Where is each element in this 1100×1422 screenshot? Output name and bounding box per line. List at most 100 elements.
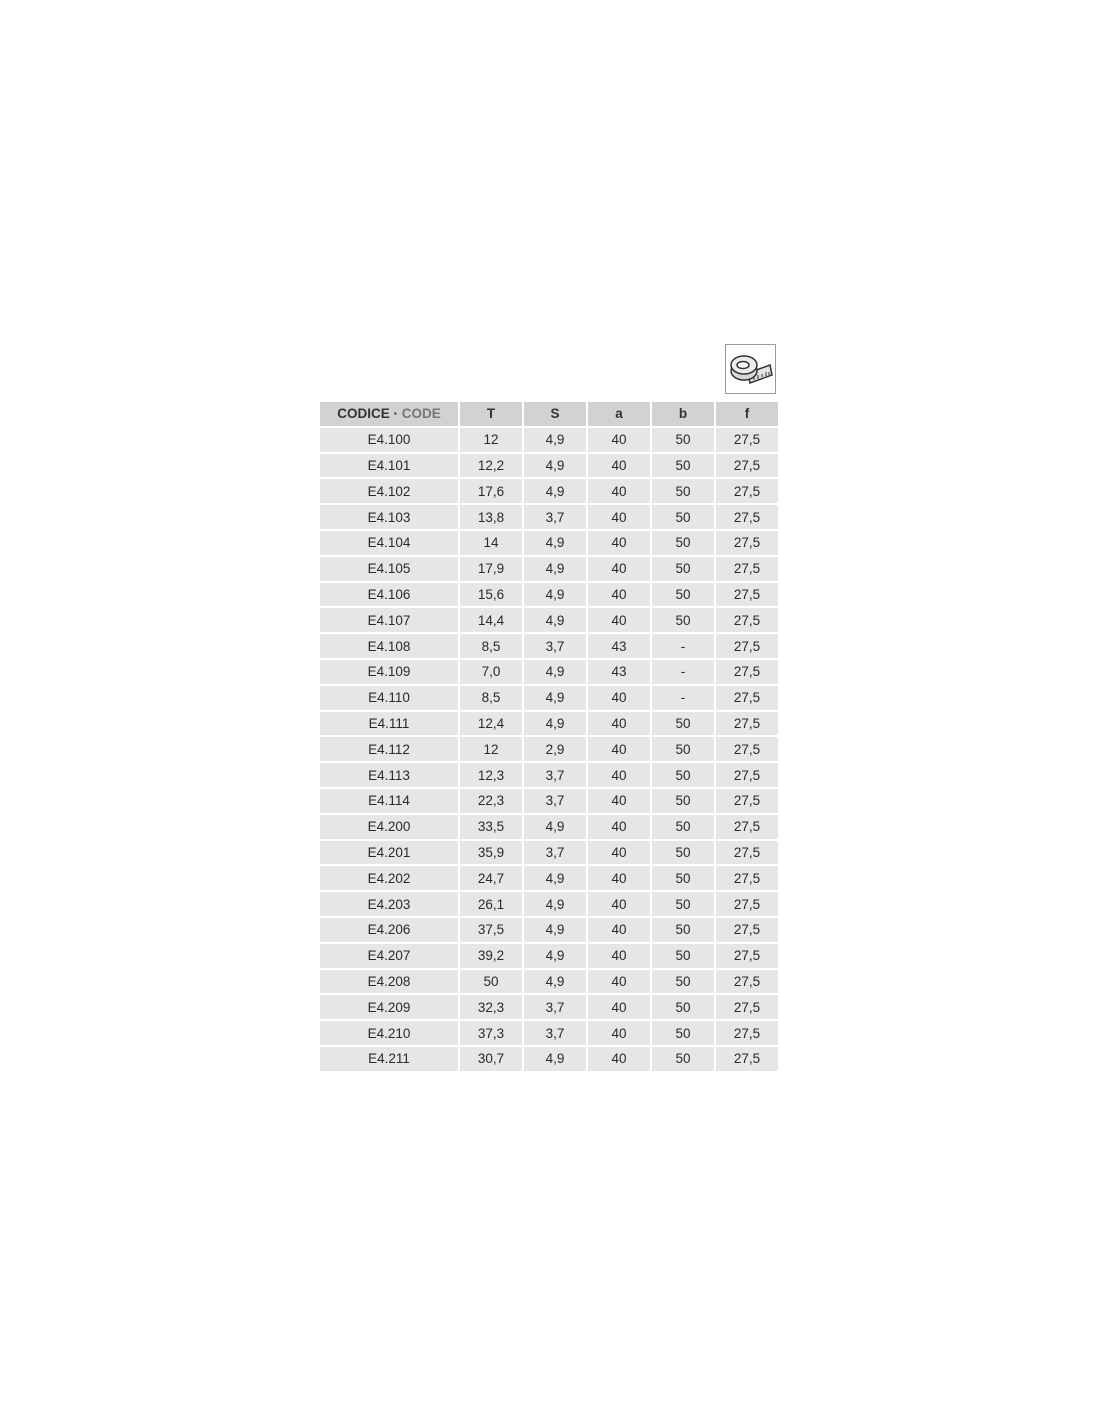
cell-b: 50 (652, 866, 714, 891)
cell-b: 50 (652, 556, 714, 581)
cell-b: 50 (652, 995, 714, 1020)
cell-T: 12 (460, 427, 522, 452)
table-row: E4.100 12 4,9 40 50 27,5 (320, 427, 778, 452)
header-f: f (716, 402, 778, 426)
cell-a: 40 (588, 814, 650, 839)
header-row: CODICE · CODE T S a b f (320, 402, 778, 426)
cell-code: E4.110 (320, 685, 458, 710)
cell-b: 50 (652, 479, 714, 504)
cell-a: 40 (588, 685, 650, 710)
cell-S: 2,9 (524, 737, 586, 762)
cell-b: 50 (652, 1046, 714, 1071)
cell-a: 40 (588, 608, 650, 633)
cell-S: 4,9 (524, 453, 586, 478)
cell-T: 7,0 (460, 659, 522, 684)
cell-f: 27,5 (716, 505, 778, 529)
cell-a: 40 (588, 840, 650, 865)
cell-code: E4.206 (320, 917, 458, 942)
cell-S: 4,9 (524, 866, 586, 891)
table-row: E4.206 37,5 4,9 40 50 27,5 (320, 917, 778, 942)
cell-f: 27,5 (716, 763, 778, 787)
cell-T: 12,4 (460, 711, 522, 736)
cell-S: 4,9 (524, 530, 586, 555)
table-body: E4.100 12 4,9 40 50 27,5 E4.101 12,2 4,9 40 50 27,5… (320, 427, 778, 1071)
cell-b: 50 (652, 943, 714, 968)
cell-b: 50 (652, 969, 714, 994)
cell-b: 50 (652, 530, 714, 555)
table-row: E4.103 13,8 3,7 40 50 27,5 (320, 505, 778, 529)
cell-S: 4,9 (524, 479, 586, 504)
cell-S: 3,7 (524, 634, 586, 658)
cell-a: 40 (588, 969, 650, 994)
cell-a: 40 (588, 479, 650, 504)
cell-T: 22,3 (460, 788, 522, 813)
cell-b: 50 (652, 814, 714, 839)
cell-b: 50 (652, 840, 714, 865)
cell-code: E4.209 (320, 995, 458, 1020)
cell-f: 27,5 (716, 737, 778, 762)
cell-S: 4,9 (524, 427, 586, 452)
cell-T: 24,7 (460, 866, 522, 891)
cell-f: 27,5 (716, 479, 778, 504)
table-row: E4.101 12,2 4,9 40 50 27,5 (320, 453, 778, 478)
table-row: E4.109 7,0 4,9 43-27,5 (320, 659, 778, 684)
cell-f: 27,5 (716, 453, 778, 478)
cell-code: E4.202 (320, 866, 458, 891)
cell-a: 40 (588, 917, 650, 942)
cell-b: - (652, 685, 714, 710)
cell-T: 12 (460, 737, 522, 762)
cell-code: E4.100 (320, 427, 458, 452)
cell-T: 15,6 (460, 582, 522, 607)
header-a: a (588, 402, 650, 426)
cell-code: E4.114 (320, 788, 458, 813)
cell-T: 32,3 (460, 995, 522, 1020)
cell-code: E4.208 (320, 969, 458, 994)
cell-f: 27,5 (716, 634, 778, 658)
cell-code: E4.112 (320, 737, 458, 762)
cell-code: E4.108 (320, 634, 458, 658)
cell-f: 27,5 (716, 943, 778, 968)
table-row: E4.202 24,7 4,9 40 50 27,5 (320, 866, 778, 891)
cell-S: 4,9 (524, 917, 586, 942)
header-code-it: CODICE (337, 406, 390, 422)
cell-a: 40 (588, 711, 650, 736)
cell-a: 40 (588, 763, 650, 787)
cell-S: 3,7 (524, 1021, 586, 1045)
table-row: E4.113 12,3 3,7 40 50 27,5 (320, 763, 778, 787)
cell-S: 4,9 (524, 1046, 586, 1071)
cell-code: E4.201 (320, 840, 458, 865)
cell-T: 35,9 (460, 840, 522, 865)
table-row: E4.200 33,5 4,9 40 50 27,5 (320, 814, 778, 839)
cell-f: 27,5 (716, 685, 778, 710)
cell-a: 40 (588, 582, 650, 607)
cell-f: 27,5 (716, 582, 778, 607)
cell-code: E4.111 (320, 711, 458, 736)
cell-a: 40 (588, 892, 650, 916)
cell-b: 50 (652, 453, 714, 478)
cell-S: 4,9 (524, 892, 586, 916)
cell-S: 4,9 (524, 608, 586, 633)
cell-b: 50 (652, 1021, 714, 1045)
cell-S: 3,7 (524, 505, 586, 529)
cell-f: 27,5 (716, 427, 778, 452)
cell-T: 8,5 (460, 685, 522, 710)
table-row: E4.208 50 4,9 40 50 27,5 (320, 969, 778, 994)
cell-S: 3,7 (524, 788, 586, 813)
cell-b: 50 (652, 763, 714, 787)
cell-a: 40 (588, 737, 650, 762)
cell-f: 27,5 (716, 659, 778, 684)
cell-T: 37,5 (460, 917, 522, 942)
cell-code: E4.101 (320, 453, 458, 478)
cell-b: 50 (652, 737, 714, 762)
cell-a: 40 (588, 530, 650, 555)
cell-T: 17,9 (460, 556, 522, 581)
cell-S: 3,7 (524, 840, 586, 865)
cell-T: 37,3 (460, 1021, 522, 1045)
table-row: E4.108 8,5 3,7 43-27,5 (320, 634, 778, 658)
cell-b: 50 (652, 917, 714, 942)
table-row: E4.102 17,6 4,9 40 50 27,5 (320, 479, 778, 504)
table-row: E4.105 17,9 4,9 40 50 27,5 (320, 556, 778, 581)
table-row: E4.104 14 4,9 40 50 27,5 (320, 530, 778, 555)
cell-code: E4.203 (320, 892, 458, 916)
cell-f: 27,5 (716, 530, 778, 555)
